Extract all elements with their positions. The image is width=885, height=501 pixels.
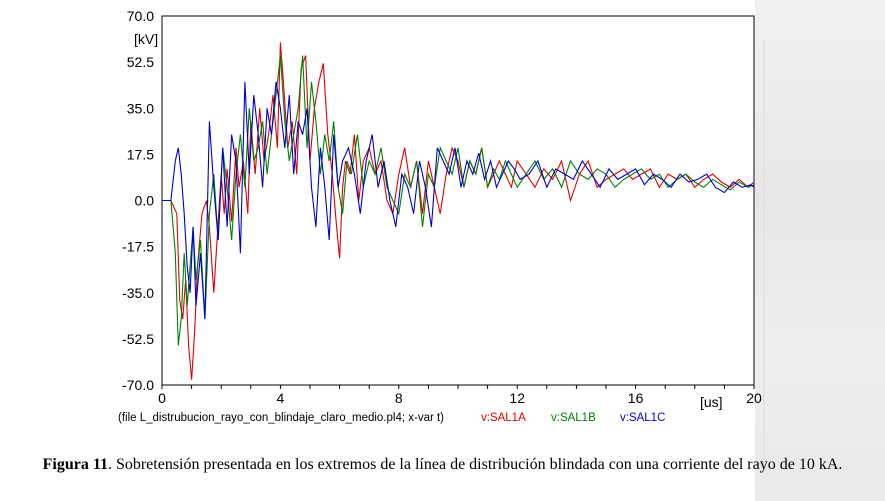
x-tick-label: 8 (395, 390, 403, 406)
legend-entry-sal1a: v:SAL1A (481, 412, 526, 424)
y-tick-label: -17.5 (122, 239, 154, 255)
y-tick-label: -52.5 (122, 331, 154, 347)
legend-entry-sal1b: v:SAL1B (551, 412, 596, 424)
chart-axes: 70.0 52.5 35.0 17.5 0.0 -17.5 -35.0 -52.5 -70.00… (122, 8, 762, 406)
seal-watermark (763, 40, 883, 460)
y-tick-label: 52.5 (127, 54, 154, 70)
series-line-vsal1c (162, 81, 755, 320)
background-watermark (755, 0, 885, 501)
x-tick-label: 4 (277, 390, 285, 406)
y-tick-label: 35.0 (127, 100, 154, 116)
series-line-vsal1a (162, 42, 755, 380)
x-tick-label: 16 (628, 390, 644, 406)
legend-file-info: (file L_distrubucion_rayo_con_blindaje_c… (118, 412, 444, 424)
series-line-vsal1b (162, 55, 755, 346)
chart-legend: (file L_distrubucion_rayo_con_blindaje_c… (118, 412, 665, 424)
y-tick-label: 0.0 (135, 193, 155, 209)
y-tick-label: -35.0 (122, 285, 154, 301)
caption-text: . Sobretensión presentada en los extremo… (107, 456, 843, 473)
x-tick-label: 20 (746, 390, 762, 406)
figure-caption: Figura 11. Sobretensión presentada en lo… (0, 455, 885, 475)
x-tick-label: 0 (158, 390, 166, 406)
y-tick-label: 17.5 (127, 146, 154, 162)
plot-area (161, 15, 755, 386)
y-tick-label: 70.0 (127, 8, 154, 24)
caption-label: Figura 11 (42, 456, 108, 473)
x-tick-label: 12 (509, 390, 525, 406)
legend-entry-sal1c: v:SAL1C (620, 412, 665, 424)
chart-series (162, 42, 755, 380)
x-axis-label: [us] (700, 394, 723, 410)
y-tick-label: -70.0 (122, 377, 154, 393)
y-axis-label: [kV] (134, 31, 158, 47)
